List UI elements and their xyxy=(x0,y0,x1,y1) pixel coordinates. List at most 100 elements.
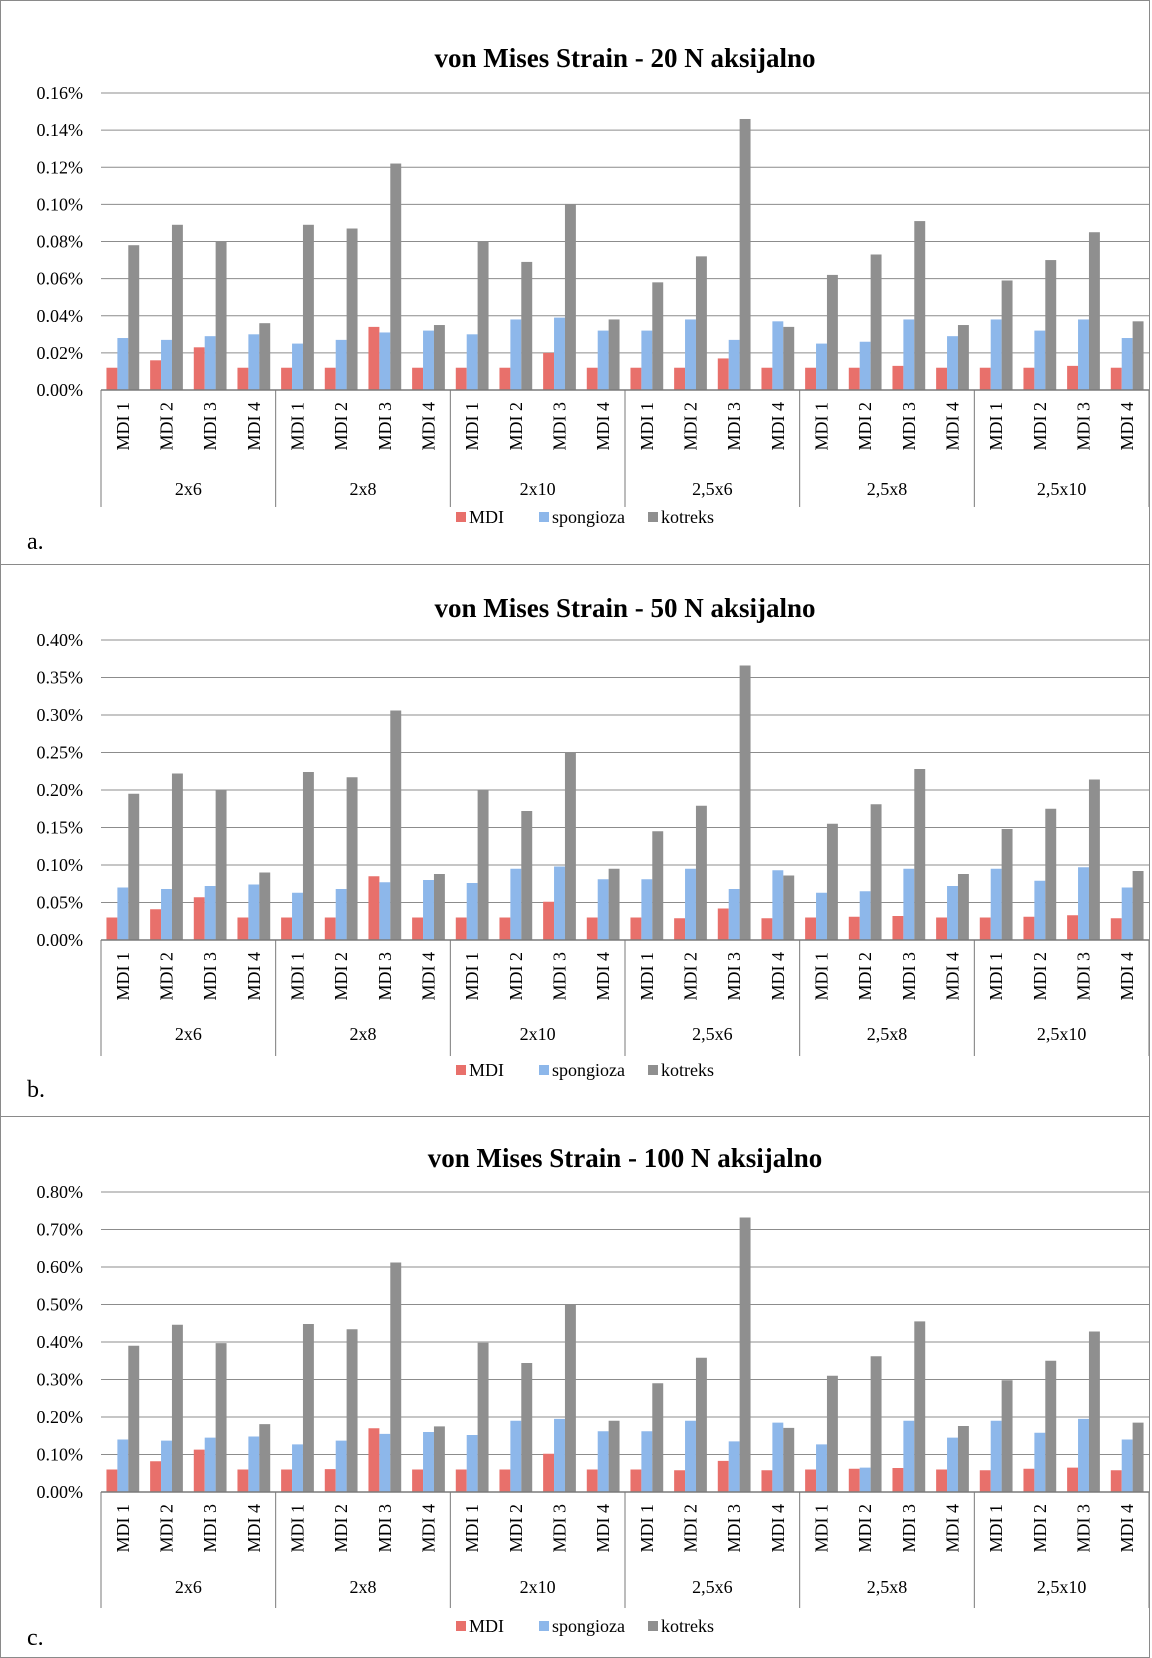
bar-MDI xyxy=(412,917,424,940)
bar-MDI xyxy=(455,917,467,940)
x-group-label: 2x8 xyxy=(350,1577,377,1597)
bar-spongioza xyxy=(379,1433,391,1493)
x-category-label: MDI 4 xyxy=(943,952,963,1001)
bar-spongioza xyxy=(990,1420,1002,1492)
x-category-label: MDI 3 xyxy=(550,1504,570,1553)
bar-spongioza xyxy=(772,321,784,390)
bar-kotreks xyxy=(346,777,358,940)
bar-spongioza xyxy=(1121,338,1133,390)
bar-spongioza xyxy=(248,1436,260,1492)
x-category-label: MDI 4 xyxy=(943,402,963,451)
bar-MDI xyxy=(630,917,642,940)
bar-MDI xyxy=(193,347,205,390)
bar-spongioza xyxy=(554,866,565,940)
legend-label: MDI xyxy=(469,1616,504,1636)
bar-kotreks xyxy=(914,1321,926,1493)
bar-spongioza xyxy=(161,1440,172,1493)
x-category-label: MDI 4 xyxy=(593,1504,613,1553)
legend-swatch-spongioza xyxy=(539,1621,549,1631)
bar-spongioza xyxy=(859,891,871,940)
bar-MDI xyxy=(936,917,948,940)
x-category-label: MDI 3 xyxy=(724,1504,744,1553)
x-category-label: MDI 2 xyxy=(331,1504,351,1553)
bar-MDI xyxy=(979,367,991,390)
x-category-label: MDI 2 xyxy=(1030,952,1050,1001)
bar-MDI xyxy=(368,1428,380,1492)
legend-label: kotreks xyxy=(661,1616,714,1636)
bar-MDI xyxy=(892,916,904,940)
bar-spongioza xyxy=(728,339,740,390)
legend-label: spongioza xyxy=(552,507,625,527)
bar-MDI xyxy=(281,1469,293,1492)
x-category-label: MDI 1 xyxy=(462,1504,482,1553)
bar-spongioza xyxy=(903,868,915,940)
bar-kotreks xyxy=(564,204,576,391)
bar-spongioza xyxy=(903,319,915,390)
bar-spongioza xyxy=(816,892,827,940)
bar-spongioza xyxy=(466,883,478,940)
bar-MDI xyxy=(106,917,118,940)
x-category-label: MDI 1 xyxy=(113,952,133,1001)
x-category-label: MDI 3 xyxy=(1074,952,1094,1001)
bar-kotreks xyxy=(739,665,751,940)
bar-MDI xyxy=(193,897,205,940)
bar-MDI xyxy=(1067,1467,1079,1493)
bar-kotreks xyxy=(1045,260,1057,390)
chart-panel-a: von Mises Strain - 20 N aksijalno 0.00% 0.… xyxy=(0,0,1150,565)
y-tick-label: 0.20% xyxy=(37,780,84,800)
bar-MDI xyxy=(848,367,860,390)
legend-label: MDI xyxy=(469,507,504,527)
bar-spongioza xyxy=(161,889,172,940)
bar-spongioza xyxy=(1121,1439,1133,1492)
bar-spongioza xyxy=(335,339,347,390)
x-category-label: MDI 1 xyxy=(637,1504,657,1553)
x-category-label: MDI 1 xyxy=(462,402,482,451)
bar-kotreks xyxy=(128,245,140,390)
y-tick-label: 0.30% xyxy=(37,1370,84,1390)
y-tick-label: 0.40% xyxy=(37,630,84,650)
x-category-label: MDI 3 xyxy=(200,1504,220,1553)
x-category-label: MDI 4 xyxy=(244,402,264,451)
bar-spongioza xyxy=(335,1440,347,1493)
bar-kotreks xyxy=(826,823,838,940)
x-category-label: MDI 4 xyxy=(593,402,613,451)
bar-MDI xyxy=(543,352,555,391)
y-tick-label: 0.15% xyxy=(37,818,84,838)
panel-label: c. xyxy=(27,1625,44,1651)
x-category-label: MDI 2 xyxy=(855,1504,875,1553)
bar-kotreks xyxy=(171,224,183,390)
bar-spongioza xyxy=(554,1418,565,1493)
x-group-label: 2,5x6 xyxy=(692,479,733,499)
x-category-label: MDI 3 xyxy=(1074,402,1094,451)
bar-MDI xyxy=(455,1469,467,1492)
x-category-label: MDI 2 xyxy=(506,1504,526,1553)
bar-spongioza xyxy=(1078,867,1089,940)
legend-label: kotreks xyxy=(661,1060,714,1080)
bar-kotreks xyxy=(914,221,926,390)
bar-kotreks xyxy=(171,1324,183,1492)
bar-kotreks xyxy=(1001,829,1013,940)
bar-kotreks xyxy=(652,282,664,390)
bar-spongioza xyxy=(990,868,1002,940)
bar-spongioza xyxy=(859,1467,871,1493)
bar-MDI xyxy=(368,326,380,390)
bar-MDI xyxy=(1110,1470,1122,1492)
bar-kotreks xyxy=(608,868,620,940)
x-category-label: MDI 4 xyxy=(419,402,439,451)
bar-MDI xyxy=(1110,918,1122,940)
bar-spongioza xyxy=(292,1444,303,1493)
bar-MDI xyxy=(717,908,729,940)
bar-MDI xyxy=(1110,367,1122,390)
bar-spongioza xyxy=(204,336,216,390)
bar-spongioza xyxy=(292,343,303,390)
x-category-label: MDI 2 xyxy=(1030,402,1050,451)
x-category-label: MDI 4 xyxy=(593,952,613,1001)
bar-spongioza xyxy=(423,330,434,390)
bar-spongioza xyxy=(117,887,129,940)
x-category-label: MDI 2 xyxy=(681,952,701,1001)
bar-kotreks xyxy=(302,772,314,940)
x-category-label: MDI 2 xyxy=(331,952,351,1001)
bar-MDI xyxy=(630,367,642,390)
bar-spongioza xyxy=(554,317,565,390)
x-category-label: MDI 1 xyxy=(812,1504,832,1553)
